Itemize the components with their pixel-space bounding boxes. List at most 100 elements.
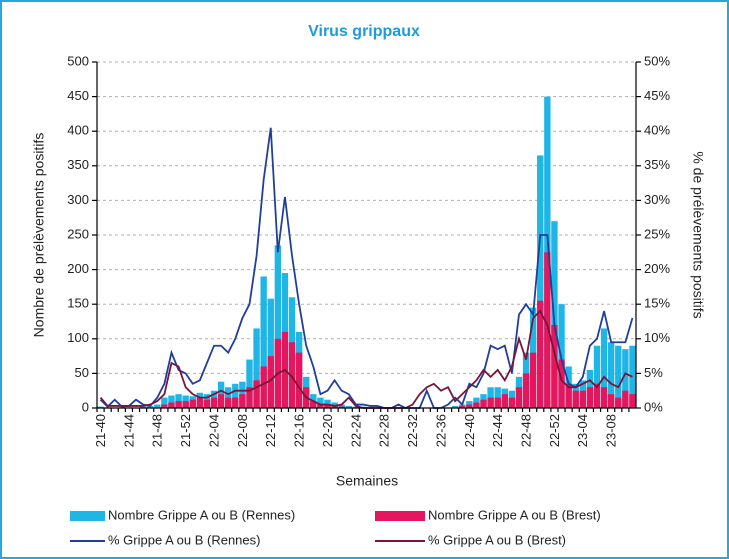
bar	[544, 96, 551, 408]
bar	[600, 387, 608, 408]
bar	[182, 401, 189, 408]
bar	[267, 298, 274, 408]
y-tick-label: 100	[67, 330, 89, 345]
bar	[615, 345, 622, 408]
line	[99, 127, 634, 409]
bar	[466, 404, 473, 408]
bar	[607, 342, 615, 408]
y-tick-label: 200	[67, 261, 89, 276]
x-tick-label: 23-08	[604, 414, 619, 447]
bar	[203, 399, 211, 408]
bar	[217, 394, 225, 408]
bar	[529, 352, 537, 408]
bar	[593, 383, 601, 408]
y2-tick-label: 10%	[644, 330, 670, 345]
bar	[225, 397, 232, 408]
bar	[593, 345, 601, 408]
x-axis-title: Semaines	[336, 473, 398, 489]
bar	[551, 324, 558, 408]
legend-label: Nombre Grippe A ou B (Rennes)	[108, 507, 295, 522]
y2-tick-label: 20%	[644, 261, 670, 276]
y-tick-label: 250	[67, 226, 89, 241]
bar	[501, 394, 508, 408]
bar	[295, 352, 303, 408]
y2-tick-label: 30%	[644, 192, 670, 207]
y-axis-title: Nombre de prélèvements positifs	[31, 133, 47, 338]
legend-label: Nombre Grippe A ou B (Brest)	[428, 507, 601, 522]
bar	[352, 406, 360, 408]
bar	[274, 245, 282, 408]
y2-tick-label: 35%	[644, 157, 670, 172]
bar	[253, 328, 260, 408]
bar	[466, 401, 473, 408]
bar	[161, 404, 168, 408]
x-tick-label: 22-20	[320, 414, 335, 447]
bar	[154, 404, 161, 408]
bar	[161, 397, 168, 408]
bar	[260, 276, 267, 408]
x-tick-label: 22-28	[377, 414, 392, 447]
bar	[317, 404, 324, 408]
bar	[615, 397, 622, 408]
x-tick-label: 22-52	[547, 414, 562, 447]
bar	[196, 397, 204, 408]
bar	[586, 387, 594, 408]
x-tick-label: 22-04	[206, 414, 221, 447]
y-tick-label: 450	[67, 88, 89, 103]
bar	[622, 390, 629, 408]
bar	[338, 404, 345, 408]
bar	[310, 401, 317, 408]
bar	[288, 342, 296, 408]
x-tick-label: 22-40	[462, 414, 477, 447]
bar	[239, 394, 246, 408]
x-tick-label: 22-32	[405, 414, 420, 447]
bar	[317, 397, 324, 408]
y-tick-label: 150	[67, 296, 89, 311]
y-tick-label: 50	[75, 365, 89, 380]
x-tick-label: 23-04	[575, 414, 590, 447]
x-tick-label: 21-40	[93, 414, 108, 447]
bar	[622, 349, 629, 408]
bar	[139, 406, 147, 408]
bar	[246, 359, 253, 408]
x-tick-label: 21-48	[150, 414, 165, 447]
bar	[97, 406, 104, 408]
bar	[232, 383, 239, 408]
bar	[324, 404, 331, 408]
legend-label: % Grippe A ou B (Brest)	[428, 532, 566, 547]
bar	[565, 383, 572, 408]
bar	[544, 252, 551, 408]
y2-tick-label: 50%	[644, 53, 670, 68]
bar	[629, 345, 636, 408]
x-tick-label: 21-52	[178, 414, 193, 447]
y2-tick-label: 15%	[644, 296, 670, 311]
x-tick-label: 22-36	[433, 414, 448, 447]
bar	[246, 387, 253, 408]
y-tick-label: 500	[67, 53, 89, 68]
x-tick-label: 22-12	[263, 414, 278, 447]
bar	[232, 397, 239, 408]
bar	[572, 390, 579, 408]
y2-tick-label: 25%	[644, 226, 670, 241]
bar	[451, 405, 459, 408]
y2-tick-label: 40%	[644, 123, 670, 138]
bar	[537, 300, 544, 408]
bar	[537, 155, 544, 408]
bar	[494, 397, 501, 408]
y2-tick-label: 5%	[644, 365, 663, 380]
bar	[600, 328, 608, 408]
chart-title: Virus grippaux	[308, 23, 420, 40]
bar	[459, 405, 466, 408]
x-tick-label: 22-16	[292, 414, 307, 447]
y-tick-label: 0	[82, 399, 89, 414]
y-tick-label: 400	[67, 123, 89, 138]
bar	[260, 366, 267, 408]
bar	[487, 397, 494, 408]
bar	[253, 380, 260, 408]
bar	[146, 405, 154, 408]
bar	[629, 394, 636, 408]
y-tick-label: 300	[67, 192, 89, 207]
bar	[168, 402, 175, 408]
legend-swatch	[70, 511, 105, 521]
